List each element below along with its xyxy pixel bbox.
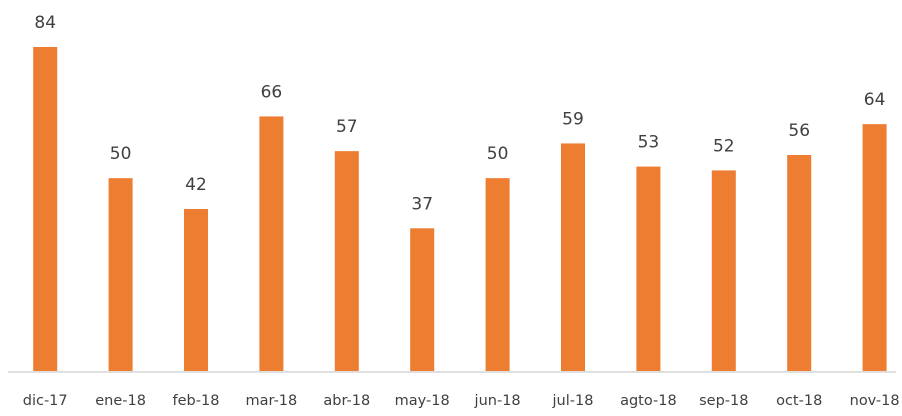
- bar: [561, 143, 585, 371]
- x-tick-label: jul-18: [552, 393, 594, 409]
- x-tick-label: ene-18: [95, 393, 146, 409]
- value-label: 66: [261, 82, 283, 102]
- x-tick-label: abr-18: [323, 393, 370, 409]
- bar: [108, 178, 133, 371]
- x-tick-label: mar-18: [246, 393, 298, 409]
- value-label: 56: [788, 121, 810, 141]
- value-label: 50: [487, 144, 509, 164]
- bar: [33, 47, 58, 371]
- bar: [485, 178, 510, 371]
- value-label: 59: [562, 109, 584, 129]
- x-tick-label: agto-18: [620, 393, 677, 409]
- x-tick-label: oct-18: [776, 393, 822, 409]
- x-tick-label: feb-18: [173, 393, 220, 409]
- value-label: 57: [336, 117, 358, 137]
- x-tick-label: dic-17: [23, 393, 68, 409]
- x-tick-label: may-18: [395, 393, 450, 409]
- value-label: 50: [110, 144, 132, 164]
- bar: [334, 151, 359, 371]
- value-label: 84: [34, 13, 56, 33]
- x-tick-label: jun-18: [474, 393, 521, 409]
- value-label: 42: [185, 175, 207, 195]
- x-tick-label: sep-18: [699, 393, 748, 409]
- value-label: 64: [864, 90, 886, 110]
- value-label: 53: [638, 133, 660, 153]
- x-tick-label: nov-18: [850, 393, 900, 409]
- bar: [410, 228, 435, 371]
- bar: [862, 124, 887, 372]
- bar: [184, 209, 208, 371]
- bar: [636, 166, 661, 371]
- value-label: 52: [713, 136, 735, 156]
- bar: [259, 116, 284, 371]
- value-label: 37: [411, 194, 433, 214]
- bar: [787, 155, 812, 371]
- bar: [711, 170, 736, 371]
